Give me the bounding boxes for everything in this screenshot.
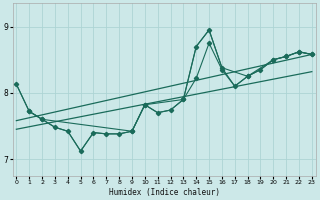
X-axis label: Humidex (Indice chaleur): Humidex (Indice chaleur) (108, 188, 220, 197)
